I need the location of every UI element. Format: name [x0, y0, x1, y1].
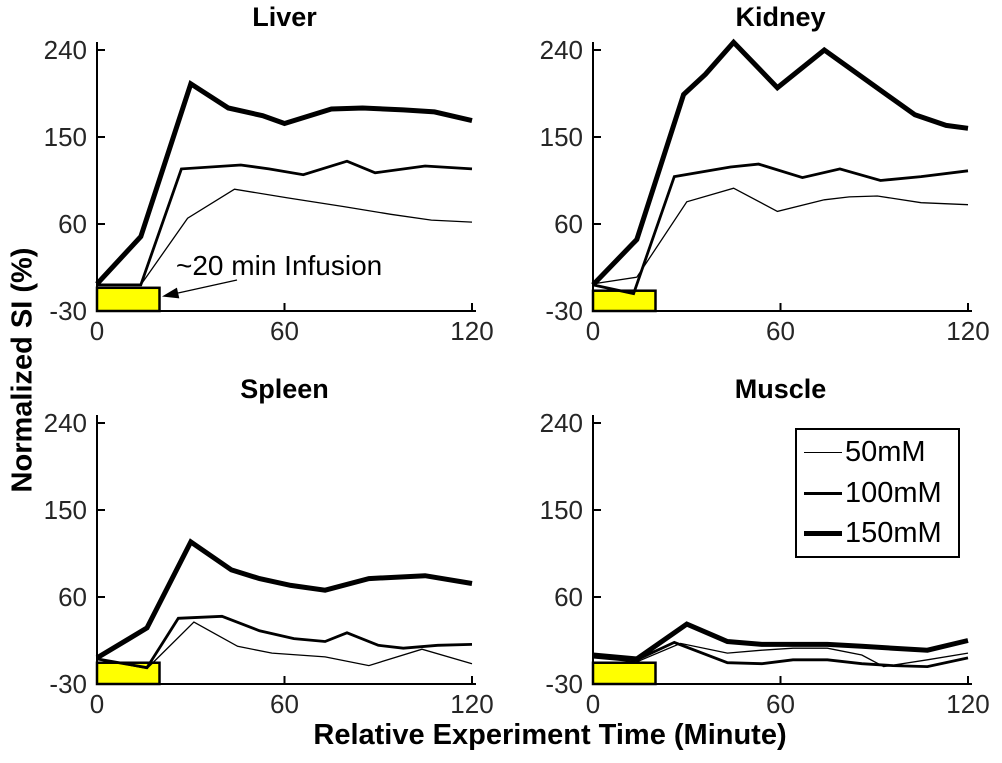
subplot-title-liver: Liver — [252, 2, 317, 32]
x-tick-label: 60 — [766, 689, 795, 719]
x-tick-label: 120 — [946, 316, 989, 346]
x-tick-label: 120 — [450, 689, 493, 719]
series-line-100mM — [592, 162, 969, 296]
y-tick-label: 60 — [58, 209, 87, 239]
infusion-annotation-text: ~20 min Infusion — [176, 250, 383, 281]
legend-label-50mM: 50mM — [845, 436, 926, 469]
annotation-arrow-head — [162, 287, 180, 299]
series-line-50mM — [592, 642, 969, 668]
series-line-100mM — [592, 640, 969, 669]
y-tick-label: 240 — [44, 408, 87, 438]
y-tick-label: 150 — [44, 495, 87, 525]
legend-label-150mM: 150mM — [845, 517, 942, 550]
series-line-150mM — [592, 621, 969, 662]
x-tick-label: 60 — [270, 316, 299, 346]
infusion-bar — [591, 661, 657, 686]
infusion-bar — [95, 286, 161, 313]
legend-item-50mM: 50mM — [804, 434, 958, 470]
legend-line-sample-medium — [804, 491, 842, 495]
series-line-100mM — [97, 159, 473, 287]
y-tick-label: 150 — [44, 122, 87, 152]
y-tick-label: 240 — [540, 408, 583, 438]
infusion-bar — [591, 289, 657, 313]
x-axis-label: Relative Experiment Time (Minute) — [313, 719, 787, 751]
series-line-150mM — [95, 538, 473, 661]
axes — [96, 415, 476, 685]
y-axis-label: Normalized SI (%) — [6, 247, 39, 493]
series-line-100mM — [96, 614, 473, 670]
legend-label-100mM: 100mM — [845, 476, 942, 509]
subplot-title-muscle: Muscle — [734, 374, 827, 404]
x-tick-label: 0 — [586, 689, 600, 719]
annotation-arrow-line — [177, 279, 238, 294]
subplot-title-spleen: Spleen — [240, 374, 329, 404]
series-line-150mM — [591, 38, 969, 287]
y-tick-label: -30 — [49, 296, 87, 326]
legend-line-sample-thin — [804, 451, 842, 453]
legend-item-150mM: 150mM — [804, 515, 958, 551]
y-tick-label: 60 — [554, 209, 583, 239]
x-tick-label: 0 — [90, 316, 104, 346]
legend-item-100mM: 100mM — [804, 475, 958, 511]
x-tick-label: 0 — [90, 689, 104, 719]
y-tick-label: -30 — [545, 296, 583, 326]
series-line-50mM — [592, 187, 969, 285]
y-tick-label: 60 — [554, 582, 583, 612]
x-tick-label: 0 — [586, 316, 600, 346]
y-tick-label: 150 — [540, 495, 583, 525]
series-line-150mM — [95, 79, 473, 286]
x-tick-label: 60 — [766, 316, 795, 346]
series-line-50mM — [97, 188, 473, 286]
y-tick-label: 60 — [58, 582, 87, 612]
subplot-title-kidney: Kidney — [735, 2, 826, 32]
legend-box: 50mM 100mM 150mM — [795, 428, 960, 558]
y-tick-label: -30 — [49, 669, 87, 699]
y-tick-label: 150 — [540, 122, 583, 152]
y-tick-label: 240 — [44, 35, 87, 65]
legend-line-sample-thick — [804, 531, 842, 537]
y-tick-label: 240 — [540, 35, 583, 65]
x-tick-label: 120 — [450, 316, 493, 346]
series-line-50mM — [96, 621, 473, 670]
x-tick-label: 60 — [270, 689, 299, 719]
y-tick-label: -30 — [545, 669, 583, 699]
x-tick-label: 120 — [946, 689, 989, 719]
